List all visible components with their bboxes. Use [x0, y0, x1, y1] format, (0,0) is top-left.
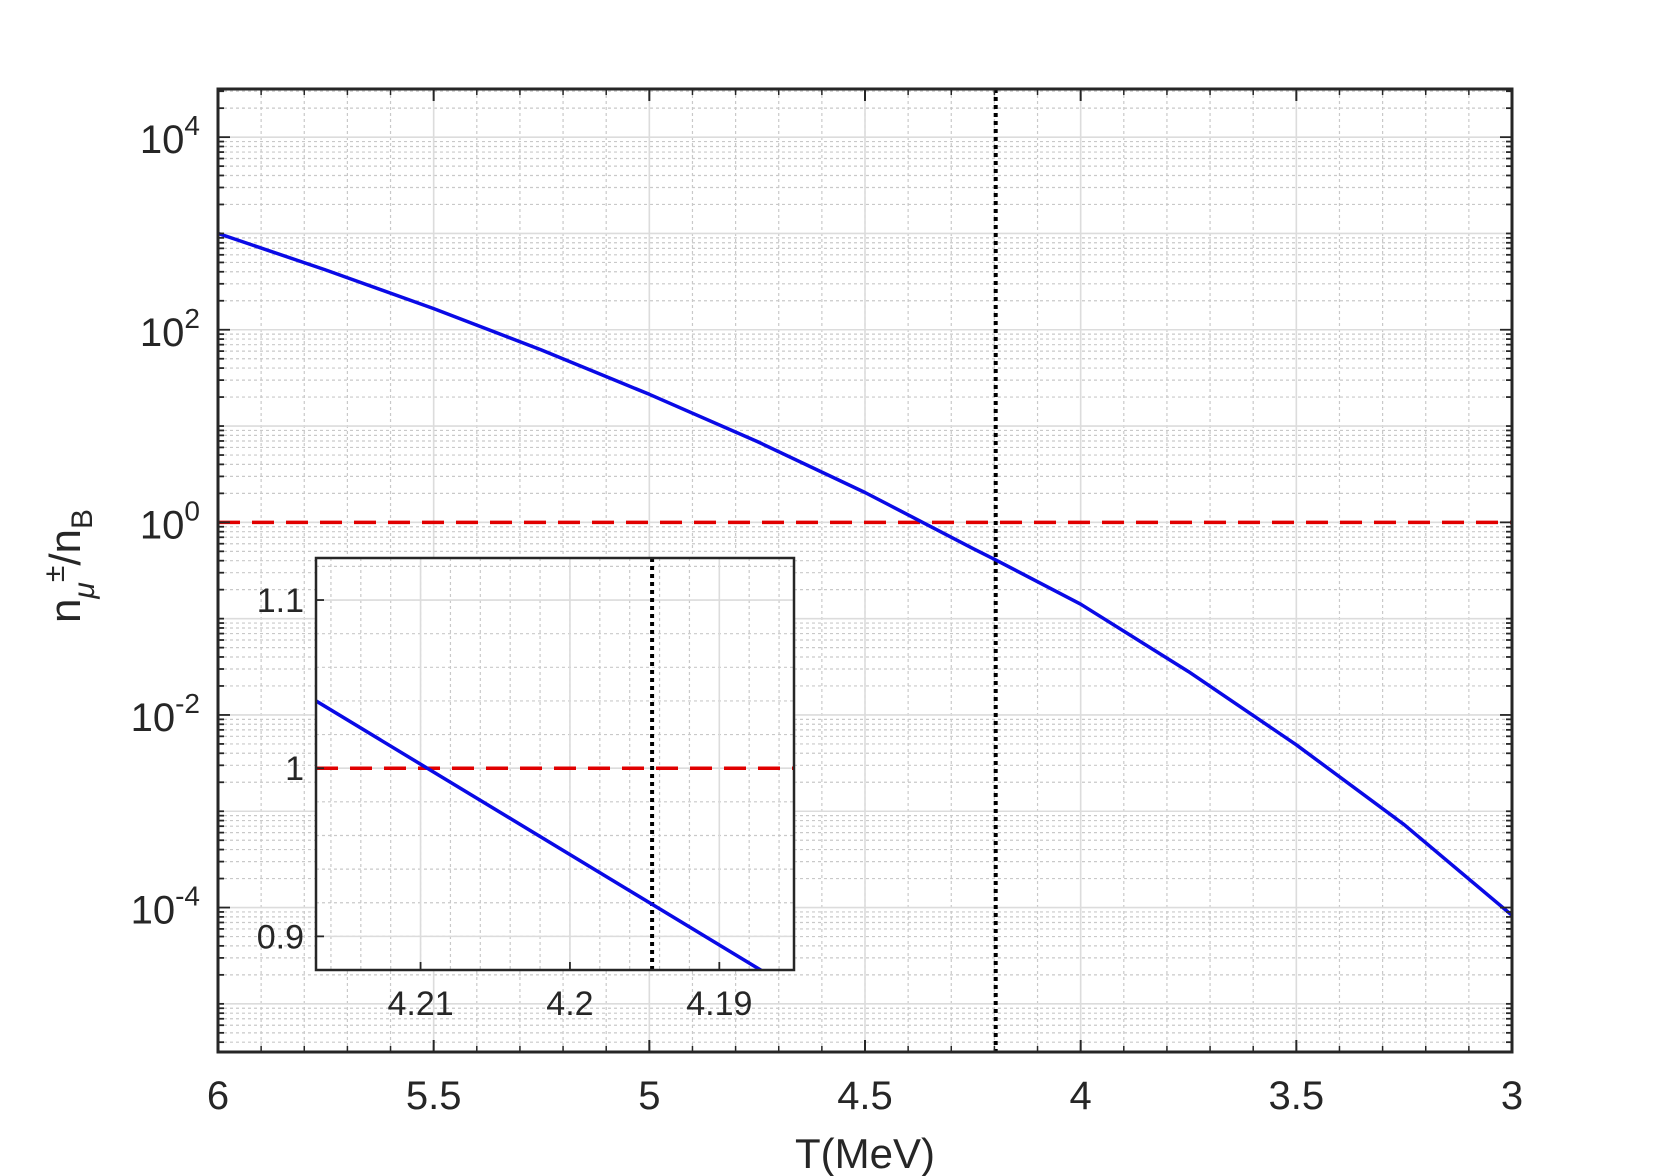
y-tick-label: 10-2: [131, 688, 200, 740]
y-tick-label: 102: [140, 303, 200, 355]
x-tick-label: 4.5: [837, 1074, 893, 1118]
y-tick-label: 10-4: [131, 881, 200, 933]
inset-reference-lines: [316, 558, 794, 970]
x-tick-label: 4: [1070, 1074, 1092, 1118]
inset-grid: [316, 558, 794, 970]
x-tick-label: 5.5: [406, 1074, 462, 1118]
plot-frame: [216, 87, 1514, 1054]
x-axis-label: T(MeV): [795, 1130, 935, 1176]
series-group: [218, 231, 1512, 917]
series-line: [218, 231, 1512, 917]
y-axis-label: nμ±/nB: [38, 509, 101, 623]
inset-y-tick-label: 0.9: [257, 918, 304, 956]
inset-plot: 4.21 4.2 4.19 1.1 1 0.9: [257, 556, 796, 1023]
inset-frame: [314, 556, 796, 972]
inset-series-line: [316, 699, 765, 970]
x-tick-label: 6: [207, 1074, 229, 1118]
x-tick-label: 3.5: [1269, 1074, 1325, 1118]
inset-background: [316, 558, 794, 970]
inset-ticks: [316, 599, 721, 970]
inset-y-tick-label: 1: [285, 750, 304, 788]
x-tick-label: 3: [1501, 1074, 1523, 1118]
inset-y-tick-label: 1.1: [257, 582, 304, 620]
x-tick-label: 5: [638, 1074, 660, 1118]
reference-lines: [218, 89, 1512, 1052]
inset-x-tick-label: 4.19: [686, 985, 752, 1023]
inset-x-tick-label: 4.2: [546, 985, 593, 1023]
inset-x-tick-label: 4.21: [387, 985, 453, 1023]
y-tick-label: 100: [140, 495, 200, 547]
inset-series-group: [316, 699, 765, 970]
y-tick-label: 104: [140, 110, 200, 162]
